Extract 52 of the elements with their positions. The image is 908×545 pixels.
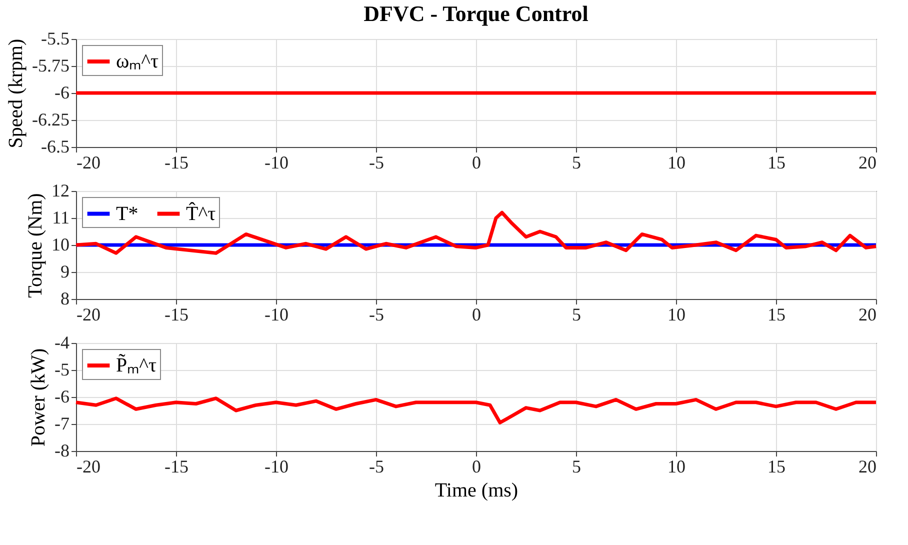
legend-label: P̃ₘ^τ [116, 354, 157, 376]
x-tick-label: 0 [472, 152, 481, 172]
y-tick-label: 9 [60, 262, 70, 282]
y-tick-label: -6 [54, 386, 70, 406]
y-tick-label: -7 [54, 414, 70, 434]
y-tick-label: -4 [54, 332, 70, 352]
x-tick-label: 20 [858, 152, 876, 172]
y-tick-label: -6.25 [32, 110, 70, 130]
x-tick-label: -20 [76, 456, 100, 476]
line-series [74, 396, 878, 424]
y-tick-label: -6.5 [41, 136, 70, 156]
x-tick-label: 5 [572, 304, 581, 324]
y-tick-label: 11 [52, 208, 70, 228]
x-tick-label: -15 [164, 304, 188, 324]
x-tick-label: 5 [572, 152, 581, 172]
y-tick-label: -5.5 [41, 28, 70, 48]
y-tick-label: 12 [52, 180, 70, 200]
x-tick-label: 0 [472, 456, 481, 476]
y-tick-label: -6 [54, 82, 70, 102]
y-tick-label: 10 [52, 234, 70, 254]
x-tick-label: 20 [858, 304, 876, 324]
legend-label: T* [116, 202, 138, 225]
y-tick-label: -5 [54, 360, 70, 380]
x-tick-label: -10 [264, 456, 288, 476]
x-tick-label: -10 [264, 152, 288, 172]
y-axis-title: Speed (krpm) [5, 38, 28, 148]
x-tick-label: -15 [164, 152, 188, 172]
y-tick-label: 8 [60, 288, 70, 308]
x-tick-label: 10 [668, 152, 686, 172]
y-axis-title: Power (kW) [28, 348, 50, 447]
x-tick-label: 5 [572, 456, 581, 476]
chart-title: DFVC - Torque Control [364, 1, 588, 26]
x-tick-label: 20 [858, 456, 876, 476]
x-tick-label: -20 [76, 304, 100, 324]
x-tick-label: 15 [768, 304, 786, 324]
x-tick-label: 0 [472, 304, 481, 324]
y-tick-label: -8 [54, 440, 70, 460]
x-tick-label: 15 [768, 152, 786, 172]
legend-label: ωₘ^τ [116, 50, 159, 72]
x-axis-title: Time (ms) [434, 480, 518, 502]
y-tick-label: -5.75 [32, 56, 70, 76]
x-tick-label: -5 [369, 304, 384, 324]
x-tick-label: 15 [768, 456, 786, 476]
x-tick-label: -5 [369, 456, 384, 476]
x-tick-label: 10 [668, 456, 686, 476]
x-tick-label: 10 [668, 304, 686, 324]
y-axis-title: Torque (Nm) [24, 193, 46, 298]
x-tick-label: -10 [264, 304, 288, 324]
x-tick-label: -5 [369, 152, 384, 172]
x-tick-label: -20 [76, 152, 100, 172]
x-tick-label: -15 [164, 456, 188, 476]
legend-label: T̂^τ [186, 202, 216, 225]
